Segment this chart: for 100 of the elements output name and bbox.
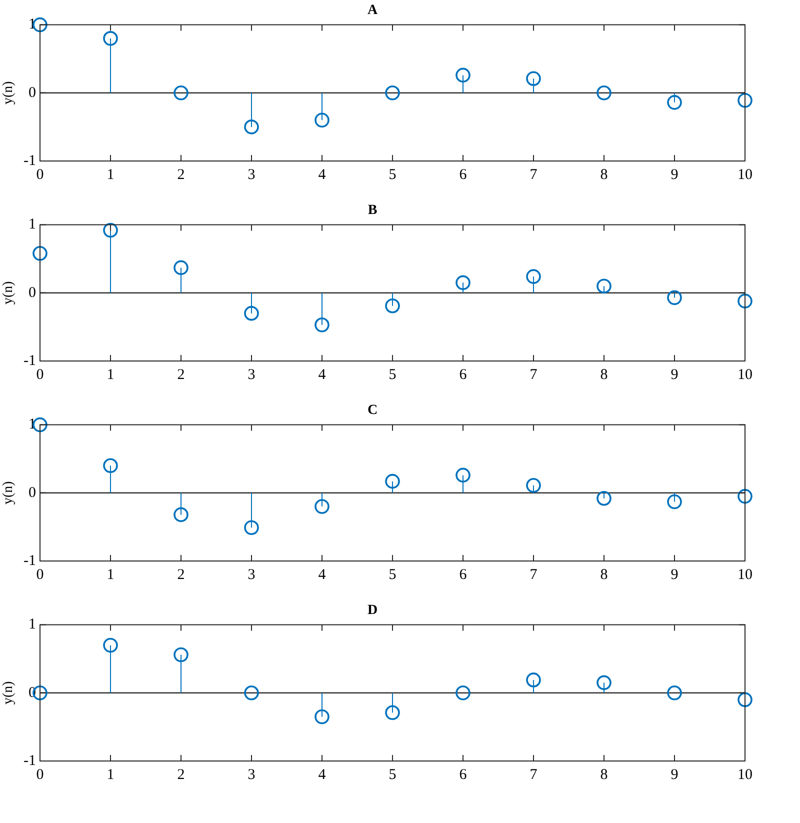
- point: [385, 298, 400, 314]
- point: [314, 112, 330, 128]
- x-tick-label: 1: [106, 766, 114, 783]
- y-tick-label: 1: [28, 216, 36, 233]
- x-tick-label: 8: [600, 766, 608, 783]
- x-tick-label: 7: [530, 366, 538, 383]
- x-tick-label: 7: [530, 566, 538, 583]
- point: [526, 269, 541, 284]
- point: [32, 417, 48, 432]
- x-tick-label: 1: [106, 166, 114, 183]
- x-tick-label: 7: [530, 766, 538, 783]
- y-tick-label: 1: [28, 616, 36, 633]
- x-tick-label: 9: [670, 766, 678, 783]
- x-tick-label: 8: [600, 166, 608, 183]
- point: [738, 692, 752, 708]
- point: [456, 68, 470, 83]
- x-tick-label: 3: [248, 766, 256, 783]
- point: [738, 92, 752, 108]
- point: [103, 458, 118, 474]
- x-tick-label: 2: [177, 366, 185, 383]
- point: [385, 705, 400, 720]
- point: [738, 294, 752, 308]
- x-tick-label: 9: [670, 366, 678, 383]
- point: [667, 686, 682, 700]
- point: [456, 686, 470, 700]
- x-tick-label: 5: [388, 766, 396, 783]
- point: [103, 222, 118, 238]
- x-tick-label: 1: [106, 566, 114, 583]
- x-tick-label: 9: [670, 166, 678, 183]
- y-tick-label: -1: [24, 352, 36, 369]
- y-tick-label: 0: [28, 484, 36, 501]
- point: [526, 672, 541, 688]
- point: [174, 647, 188, 662]
- point: [314, 709, 330, 724]
- point: [103, 31, 118, 46]
- y-tick-label: -1: [24, 152, 36, 169]
- point: [667, 95, 682, 110]
- x-tick-label: 9: [670, 566, 678, 583]
- x-tick-label: 8: [600, 566, 608, 583]
- point: [385, 86, 400, 100]
- x-tick-label: 8: [600, 366, 608, 383]
- x-tick-label: 6: [459, 566, 468, 583]
- point: [244, 686, 259, 700]
- point: [526, 71, 541, 86]
- x-tick-label: 2: [177, 566, 185, 583]
- x-tick-label: 5: [388, 566, 396, 583]
- point: [526, 478, 541, 493]
- point: [103, 638, 118, 653]
- x-tick-label: 10: [738, 166, 752, 183]
- point: [244, 306, 259, 321]
- point: [314, 499, 330, 514]
- x-tick-label: 10: [738, 766, 752, 783]
- y-axis-title: y(n): [1, 280, 16, 305]
- y-tick-label: 0: [28, 84, 36, 101]
- x-tick-label: 3: [248, 166, 256, 183]
- point: [738, 488, 752, 504]
- point: [596, 86, 612, 100]
- x-tick-label: 5: [388, 366, 396, 383]
- x-tick-label: 1: [106, 366, 114, 383]
- y-axis-title: y(n): [1, 480, 16, 505]
- point: [596, 675, 612, 690]
- y-tick-label: -1: [24, 552, 36, 569]
- point: [596, 490, 612, 506]
- x-tick-label: 4: [318, 366, 326, 383]
- point: [667, 494, 682, 510]
- x-tick-label: 4: [318, 566, 326, 583]
- x-tick-label: 3: [248, 566, 256, 583]
- chart-title: D: [367, 603, 378, 618]
- point: [385, 474, 400, 489]
- x-tick-label: 10: [738, 566, 752, 583]
- point: [174, 260, 188, 276]
- chart-title: C: [367, 403, 378, 418]
- x-tick-label: 6: [459, 166, 468, 183]
- x-tick-label: 2: [177, 766, 185, 783]
- x-tick-label: 2: [177, 166, 185, 183]
- point: [596, 278, 612, 294]
- chart-title: B: [368, 203, 378, 218]
- x-tick-label: 6: [459, 766, 468, 783]
- x-tick-label: 7: [530, 166, 538, 183]
- point: [174, 507, 188, 522]
- point: [456, 275, 470, 290]
- x-tick-label: 3: [248, 366, 256, 383]
- y-axis-title: y(n): [1, 80, 16, 105]
- x-tick-label: 4: [318, 166, 326, 183]
- chart-title: A: [367, 3, 378, 18]
- x-tick-label: 6: [459, 366, 468, 383]
- point: [244, 520, 259, 536]
- x-tick-label: 4: [318, 766, 326, 783]
- point: [456, 468, 470, 483]
- point: [667, 290, 682, 306]
- y-tick-label: -1: [24, 752, 36, 769]
- y-tick-label: 0: [28, 284, 36, 301]
- point: [314, 318, 330, 332]
- x-tick-label: 10: [738, 366, 752, 383]
- x-tick-label: 5: [388, 166, 396, 183]
- point: [32, 246, 48, 261]
- point: [244, 120, 259, 134]
- point: [174, 86, 188, 100]
- point: [32, 17, 48, 32]
- y-axis-title: y(n): [1, 680, 16, 705]
